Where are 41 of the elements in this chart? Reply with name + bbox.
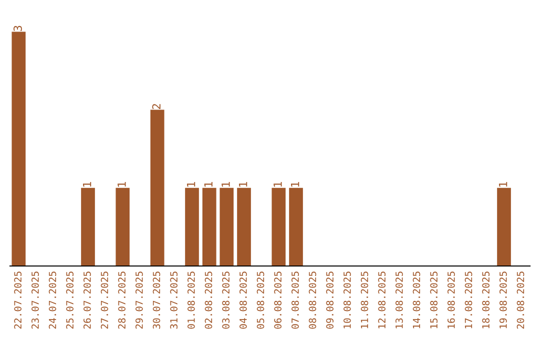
data-label: 1 bbox=[186, 182, 196, 187]
x-tick-label: 04.08.2025 bbox=[239, 272, 247, 329]
x-tick-label: 23.07.2025 bbox=[31, 272, 39, 329]
data-label: 1 bbox=[238, 182, 248, 187]
x-tick-label: 08.08.2025 bbox=[308, 272, 316, 329]
x-tick-label: 01.08.2025 bbox=[187, 272, 195, 329]
x-tick-label: 16.08.2025 bbox=[447, 272, 455, 328]
x-tick-label: 13.08.2025 bbox=[395, 272, 403, 328]
x-tick-label: 03.08.2025 bbox=[222, 272, 230, 329]
data-label: 1 bbox=[222, 182, 230, 187]
x-tick-label: 12.08.2025 bbox=[378, 272, 386, 328]
data-label: 1 bbox=[82, 182, 92, 187]
x-tick-label: 17.08.2025 bbox=[464, 272, 472, 328]
x-tick-label: 05.08.2025 bbox=[256, 272, 264, 329]
x-tick-label: 06.08.2025 bbox=[274, 272, 282, 329]
x-tick-label: 25.07.2025 bbox=[66, 272, 74, 329]
data-label: 1 bbox=[274, 182, 282, 187]
x-tick-label: 20.08.2025 bbox=[516, 272, 524, 329]
x-tick-label: 18.08.2025 bbox=[482, 272, 490, 328]
x-tick-label: 30.07.2025 bbox=[152, 272, 160, 329]
x-tick-label: 19.08.2025 bbox=[499, 272, 507, 328]
data-label: 1 bbox=[498, 182, 508, 187]
data-label: 1 bbox=[290, 182, 300, 187]
x-tick-label: 09.08.2025 bbox=[326, 272, 334, 329]
x-tick-label: 28.07.2025 bbox=[118, 272, 126, 329]
x-tick-label: 24.07.2025 bbox=[48, 272, 56, 329]
data-label: 2 bbox=[152, 104, 160, 109]
data-label: 3 bbox=[14, 26, 22, 31]
x-tick-label: 07.08.2025 bbox=[291, 272, 299, 329]
x-tick-label: 27.07.2025 bbox=[100, 272, 108, 329]
x-tick-label: 14.08.2025 bbox=[412, 272, 420, 328]
x-tick-label: 22.07.2025 bbox=[14, 272, 22, 329]
x-tick-label: 11.08.2025 bbox=[360, 272, 368, 328]
x-tick-label: 29.07.2025 bbox=[135, 272, 143, 329]
x-tick-label: 15.08.2025 bbox=[430, 272, 438, 328]
x-tick-label: 10.08.2025 bbox=[343, 272, 351, 328]
x-tick-label: 02.08.2025 bbox=[204, 272, 212, 329]
x-tick-label: 31.07.2025 bbox=[170, 272, 178, 329]
data-label: 1 bbox=[204, 182, 212, 187]
x-tick-label: 26.07.2025 bbox=[83, 272, 91, 329]
data-label: 1 bbox=[118, 182, 126, 187]
